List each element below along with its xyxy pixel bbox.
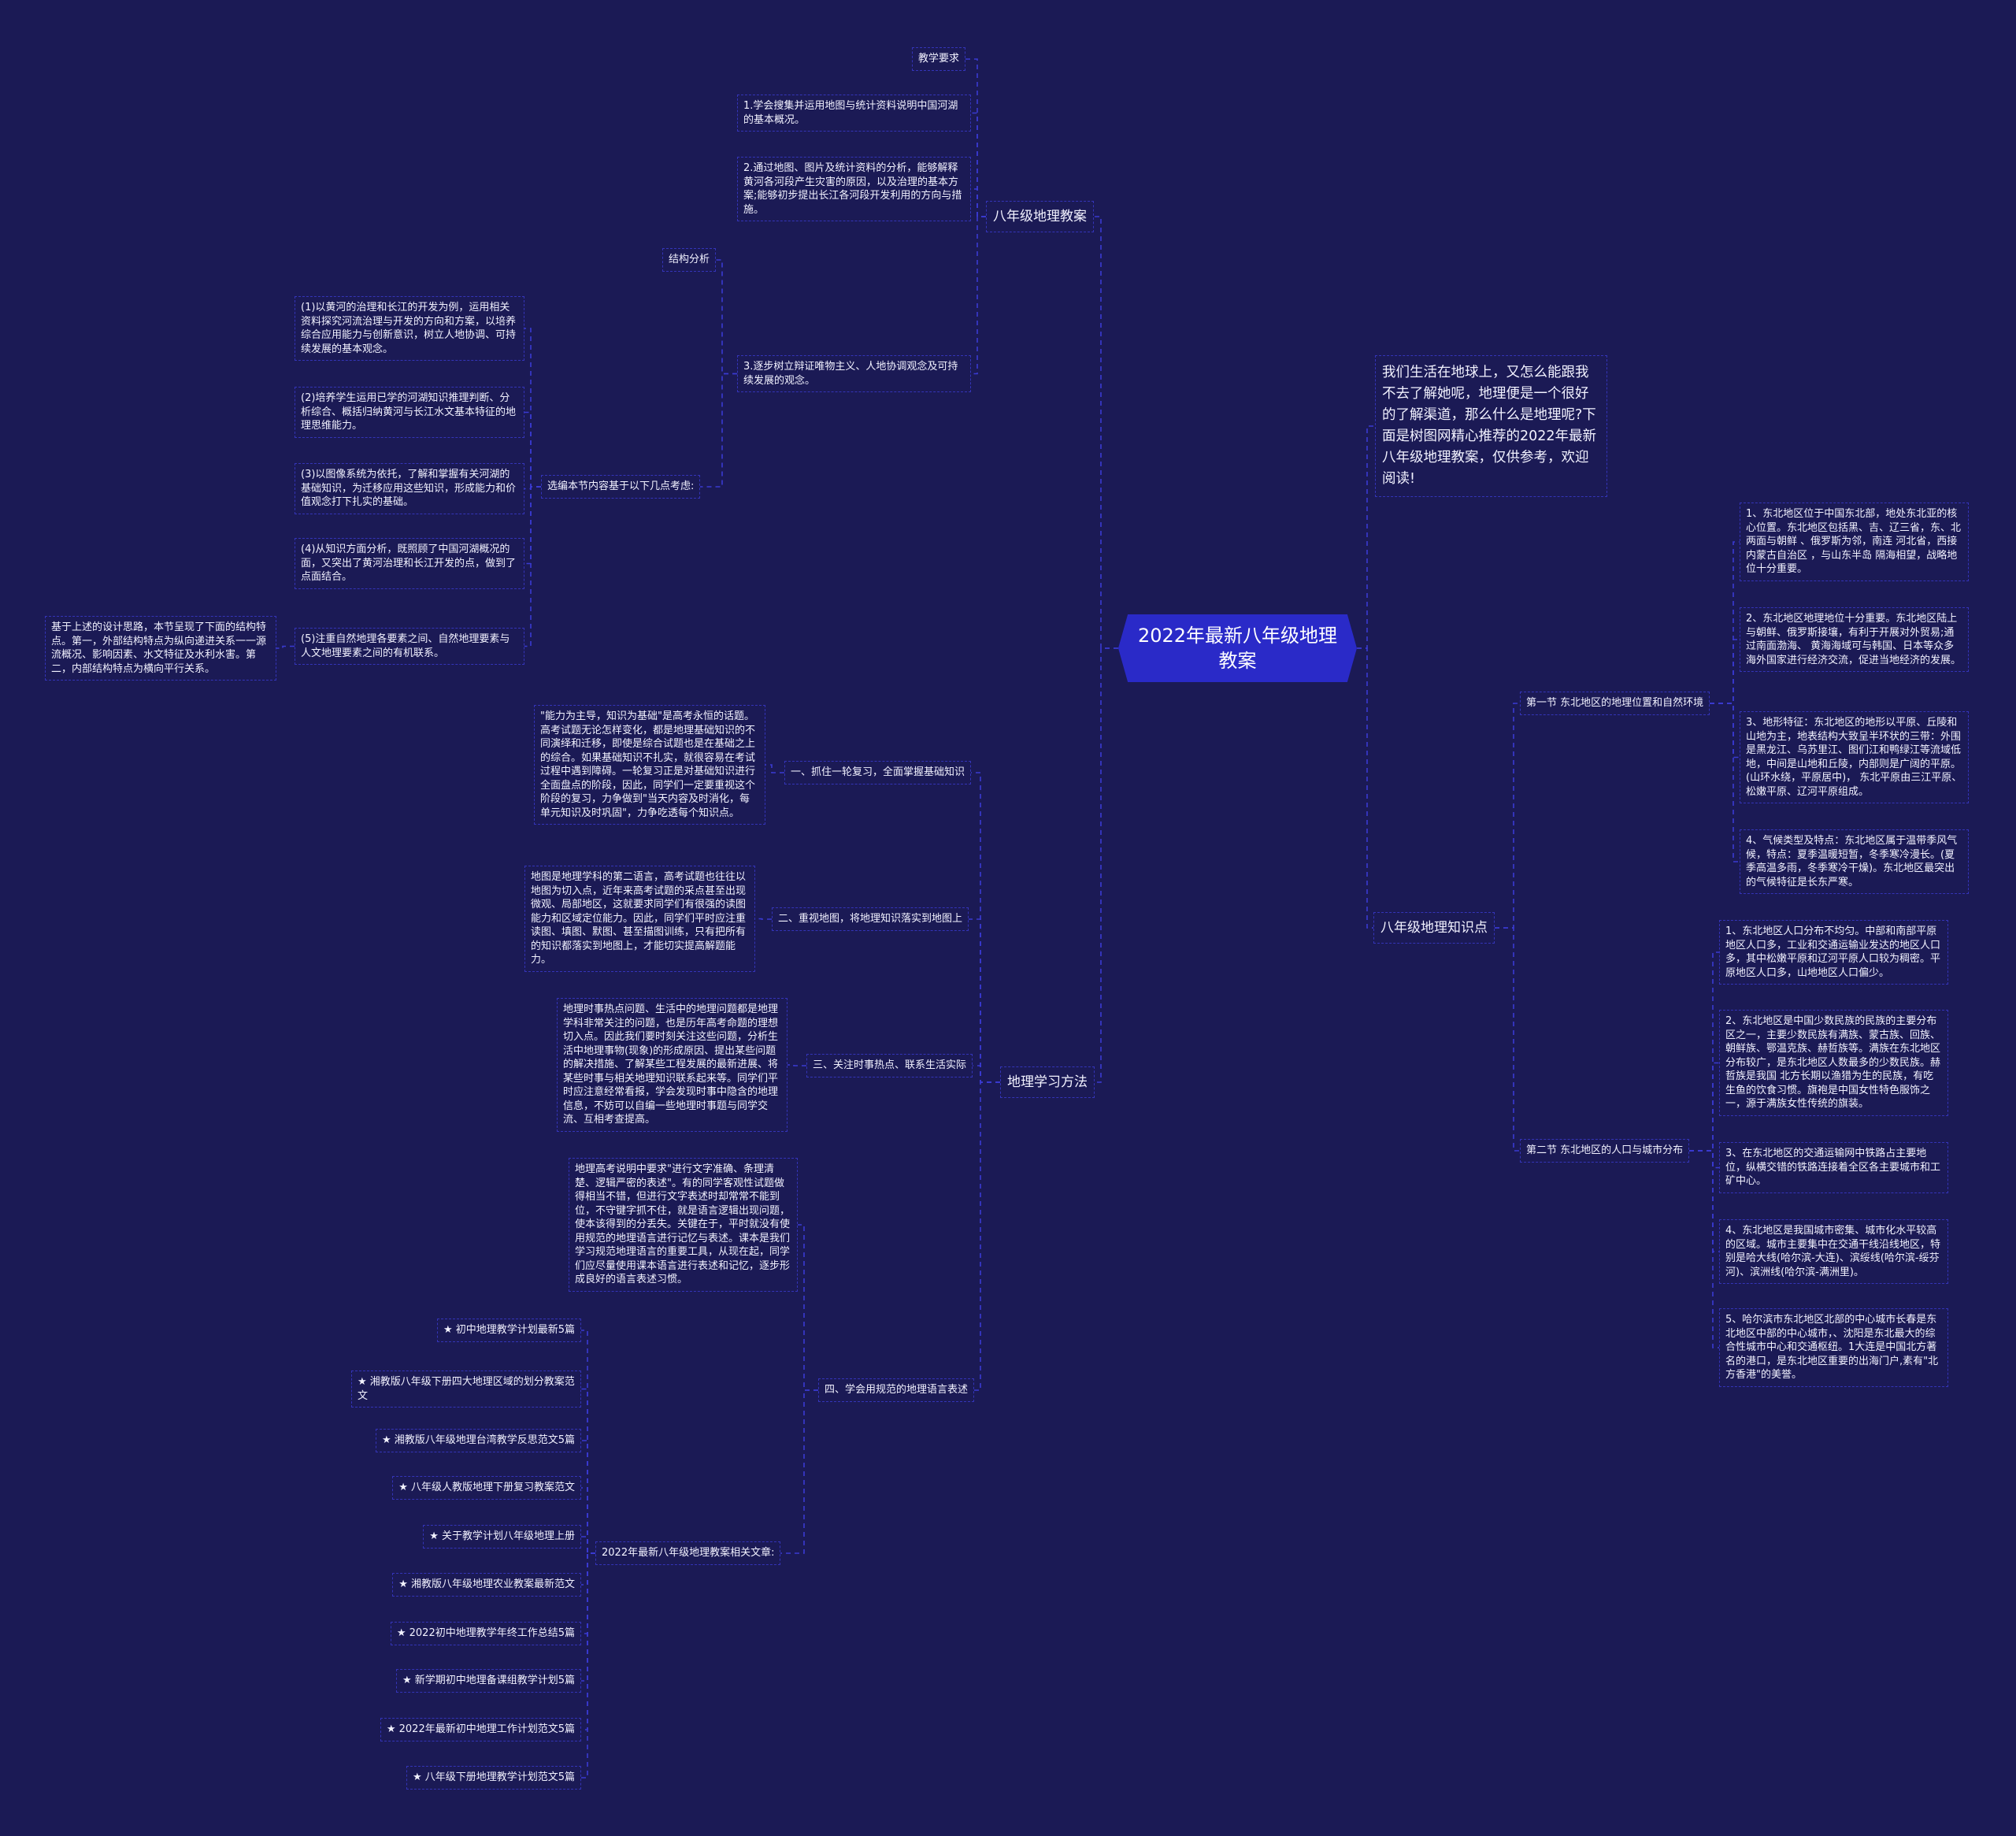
node-method-3-detail[interactable]: 地理时事热点问题、生活中的地理问题都是地理学科非常关注的问题，也是历年高考命题的… xyxy=(557,998,788,1132)
node-requirement-1[interactable]: 1.学会搜集并运用地图与统计资料说明中国河湖的基本概况。 xyxy=(737,95,971,132)
connector-s2-q4 xyxy=(1689,1150,1719,1348)
connector-lp-r3 xyxy=(971,216,986,375)
related-article-link[interactable]: ★ 2022初中地理教学年终工作总结5篇 xyxy=(390,1622,581,1645)
connector-s1-k3 xyxy=(1710,703,1740,862)
connector-sm-m1 xyxy=(969,918,1000,1083)
connector-s2-q2 xyxy=(1689,1150,1719,1169)
connector-s1-k1 xyxy=(1710,639,1740,704)
node-point-1[interactable]: (1)以黄河的治理和长江的开发为例，运用相关资料探究河流治理与开发的方向和方案，… xyxy=(295,296,524,361)
connector-sb-p3 xyxy=(524,486,541,565)
node-section-2-item[interactable]: 3、在东北地区的交通运输网中铁路占主要地位，纵横交错的铁路连接着全区各主要城市和… xyxy=(1719,1142,1948,1193)
connector-rl-a0 xyxy=(581,1330,595,1554)
node-method-4-detail[interactable]: 地理高考说明中要求"进行文字准确、条理清楚、逻辑严密的表述"。有的同学客观性试题… xyxy=(569,1158,798,1292)
node-section-1-item[interactable]: 3、地形特征：东北地区的地形以平原、丘陵和山地为主，地表结构大致呈半环状的三带：… xyxy=(1740,711,1969,803)
node-selection-basis[interactable]: 选编本节内容基于以下几点考虑: xyxy=(541,475,701,499)
connector-sm-m0 xyxy=(971,772,1000,1083)
connector-s2-q3 xyxy=(1689,1150,1719,1252)
node-section-2-item[interactable]: 5、哈尔滨市东北地区北部的中心城市长春是东北地区中部的中心城市，、沈阳是东北最大… xyxy=(1719,1308,1948,1387)
node-structure-analysis[interactable]: 结构分析 xyxy=(662,248,717,272)
node-method-1[interactable]: 一、抓住一轮复习，全面掌握基础知识 xyxy=(784,761,972,784)
connector-s2-q0 xyxy=(1689,951,1719,1152)
connector-lp-r1 xyxy=(971,112,986,217)
related-article-link[interactable]: ★ 湘教版八年级地理台湾教学反思范文5篇 xyxy=(375,1429,581,1452)
related-article-link[interactable]: ★ 八年级人教版地理下册复习教案范文 xyxy=(392,1476,581,1500)
node-section-1[interactable]: 第一节 东北地区的地理位置和自然环境 xyxy=(1520,692,1710,715)
node-requirement-3[interactable]: 3.逐步树立辩证唯物主义、人地协调观念及可持续发展的观念。 xyxy=(737,355,971,392)
connector-rl-a1 xyxy=(581,1388,595,1554)
connector-s1-k0 xyxy=(1710,541,1740,704)
connector-rl-a5 xyxy=(581,1552,595,1586)
connector-root-lp xyxy=(1094,216,1118,649)
connector-root-in xyxy=(1357,425,1375,649)
connector-sb-p0 xyxy=(524,328,541,488)
node-section-1-item[interactable]: 1、东北地区位于中国东北部，地处东北亚的核心位置。东北地区包括黑、吉、辽三省，东… xyxy=(1740,503,1969,581)
connector-sb-p1 xyxy=(524,411,541,488)
node-point-5[interactable]: (5)注重自然地理各要素之间、自然地理要素与人文地理要素之间的有机联系。 xyxy=(295,628,524,665)
root-topic[interactable]: 2022年最新八年级地理教案 xyxy=(1118,614,1357,682)
node-point-2[interactable]: (2)培养学生运用已学的河湖知识推理判断、分析综合、概括归纳黄河与长江水文基本特… xyxy=(295,387,524,438)
related-article-link[interactable]: ★ 关于教学计划八年级地理上册 xyxy=(423,1525,581,1549)
node-section-2-item[interactable]: 2、东北地区是中国少数民族的民族的主要分布区之一，主要少数民族有满族、蒙古族、回… xyxy=(1719,1010,1948,1116)
connector-sb-p2 xyxy=(524,486,541,490)
connector-root-kn xyxy=(1357,647,1373,929)
connector-rl-a2 xyxy=(581,1440,595,1554)
branch-study-methods[interactable]: 地理学习方法 xyxy=(1000,1066,1095,1098)
connector-root-sm xyxy=(1095,647,1118,1083)
connector-p4-ds xyxy=(276,645,295,649)
connector-rl-a8 xyxy=(581,1552,595,1730)
connector-m3-d3 xyxy=(798,1224,818,1391)
connector-s2-q1 xyxy=(1689,1062,1719,1152)
node-method-1-detail[interactable]: "能力为主导，知识为基础"是高考永恒的话题。高考试题无论怎样变化，都是地理基础知… xyxy=(534,705,765,825)
node-section-2[interactable]: 第二节 东北地区的人口与城市分布 xyxy=(1520,1139,1690,1163)
connector-r3-sb xyxy=(700,373,737,488)
node-method-2[interactable]: 二、重视地图，将地理知识落实到地图上 xyxy=(772,907,969,931)
node-section-2-item[interactable]: 4、东北地区是我国城市密集、城市化水平较高的区域。城市主要集中在交通干线沿线地区… xyxy=(1719,1219,1948,1284)
connector-rl-a9 xyxy=(581,1552,595,1779)
connector-sb-p4 xyxy=(524,486,541,647)
node-requirement-2[interactable]: 2.通过地图、图片及统计资料的分析，能够解释黄河各河段产生灾害的原因，以及治理的… xyxy=(737,157,971,221)
branch-lesson-plan[interactable]: 八年级地理教案 xyxy=(986,201,1094,232)
connector-rl-a3 xyxy=(581,1487,595,1554)
connector-kn-s2 xyxy=(1495,927,1520,1152)
related-article-link[interactable]: ★ 新学期初中地理备课组教学计划5篇 xyxy=(395,1669,581,1693)
connector-m0-d0 xyxy=(765,764,784,773)
connector-m3-rl xyxy=(780,1389,818,1554)
connector-m1-d1 xyxy=(755,918,772,920)
connector-sm-m3 xyxy=(974,1081,1000,1391)
connector-kn-s1 xyxy=(1495,703,1520,929)
node-intro[interactable]: 我们生活在地球上，又怎么能跟我不去了解她呢，地理便是一个很好的了解渠道，那么什么… xyxy=(1375,355,1607,497)
node-related-articles[interactable]: 2022年最新八年级地理教案相关文章: xyxy=(595,1541,781,1565)
node-section-1-item[interactable]: 2、东北地区地理地位十分重要。东北地区陆上与朝鲜、俄罗斯接壤，有利于开展对外贸易… xyxy=(1740,607,1969,672)
node-section-2-item[interactable]: 1、东北地区人口分布不均匀。中部和南部平原地区人口多，工业和交通运输业发达的地区… xyxy=(1719,920,1948,985)
connector-s1-k2 xyxy=(1710,703,1740,759)
connector-lp-r2 xyxy=(971,188,986,217)
connector-rl-a4 xyxy=(581,1536,595,1554)
node-teaching-requirements[interactable]: 教学要求 xyxy=(912,47,966,71)
connector-rl-a7 xyxy=(581,1552,595,1682)
node-point-3[interactable]: (3)以图像系统为依托，了解和掌握有关河湖的基础知识，为迁移应用这些知识，形成能… xyxy=(295,463,524,514)
related-article-link[interactable]: ★ 湘教版八年级地理农业教案最新范文 xyxy=(392,1573,581,1597)
node-section-1-item[interactable]: 4、气候类型及特点：东北地区属于温带季风气候，特点：夏季温暖短暂，冬季寒冷漫长。… xyxy=(1740,829,1969,894)
node-method-3[interactable]: 三、关注时事热点、联系生活实际 xyxy=(806,1054,973,1077)
connector-rl-a6 xyxy=(581,1552,595,1634)
node-method-2-detail[interactable]: 地图是地理学科的第二语言，高考试题也往往以地图为切入点，近年来高考试题的采点甚至… xyxy=(524,866,755,972)
node-point-4[interactable]: (4)从知识方面分析，既照顾了中国河湖概况的面，又突出了黄河治理和长江开发的点，… xyxy=(295,538,524,589)
related-article-link[interactable]: ★ 八年级下册地理教学计划范文5篇 xyxy=(406,1766,581,1790)
branch-knowledge-points[interactable]: 八年级地理知识点 xyxy=(1373,912,1495,944)
connector-sm-m2 xyxy=(973,1065,1000,1083)
related-article-link[interactable]: ★ 2022年最新初中地理工作计划范文5篇 xyxy=(380,1718,581,1741)
related-article-link[interactable]: ★ 湘教版八年级下册四大地理区域的划分教案范文 xyxy=(351,1371,581,1408)
node-method-4[interactable]: 四、学会用规范的地理语言表述 xyxy=(818,1378,975,1402)
node-design-summary[interactable]: 基于上述的设计思路，本节呈现了下面的结构特点。第一，外部结构特点为纵向递进关系一… xyxy=(45,616,276,681)
connector-r3-sa xyxy=(716,259,737,375)
connector-m2-d2 xyxy=(788,1064,806,1066)
related-article-link[interactable]: ★ 初中地理教学计划最新5篇 xyxy=(436,1319,581,1342)
